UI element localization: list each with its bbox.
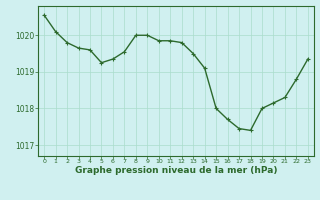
X-axis label: Graphe pression niveau de la mer (hPa): Graphe pression niveau de la mer (hPa) [75, 166, 277, 175]
